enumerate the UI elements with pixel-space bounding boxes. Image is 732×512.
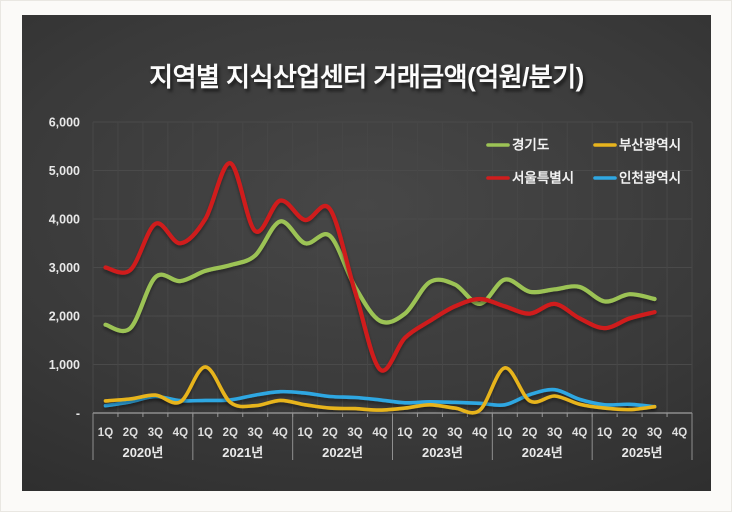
x-axis-year-label: 2023년 (422, 445, 463, 460)
series-line-seoul (103, 161, 657, 373)
y-axis-label: 5,000 (49, 164, 80, 178)
x-axis-year-label: 2021년 (222, 445, 263, 460)
x-axis-quarter-label: 4Q (173, 427, 188, 439)
x-axis-quarter-label: 1Q (597, 427, 612, 439)
y-axis-label: 2,000 (49, 310, 80, 324)
x-axis-quarter-label: 2Q (522, 427, 537, 439)
legend-label-seoul: 서울특별시 (512, 170, 574, 186)
chart-title: 지역별 지식산업센터 거래금액(억원/분기) (149, 62, 584, 92)
x-axis-quarter-label: 4Q (472, 427, 487, 439)
legend-label-gyeonggi: 경기도 (512, 137, 550, 153)
x-axis-quarter-label: 1Q (98, 427, 113, 439)
series-line-incheon (103, 387, 657, 409)
x-axis-year-label: 2020년 (122, 445, 163, 460)
x-axis-quarter-label: 4Q (572, 427, 587, 439)
x-axis-quarter-label: 1Q (397, 427, 412, 439)
x-axis-quarter-label: 1Q (198, 427, 213, 439)
x-axis-quarter-label: 2Q (322, 427, 337, 439)
x-axis-quarter-label: 4Q (372, 427, 387, 439)
x-axis-quarter-label: 4Q (672, 427, 687, 439)
x-axis-quarter-label: 2Q (622, 427, 637, 439)
y-axis-label: - (76, 407, 80, 421)
x-axis-quarter-label: 3Q (447, 427, 462, 439)
y-axis-label: 1,000 (49, 358, 80, 372)
legend-label-busan: 부산광역시 (619, 137, 681, 153)
y-axis-label: 4,000 (49, 213, 80, 227)
x-axis-quarter-label: 1Q (297, 427, 312, 439)
x-axis-quarter-label: 2Q (123, 427, 138, 439)
x-axis-year-label: 2025년 (622, 445, 663, 460)
line-chart: - 1,000 2,000 3,000 4,000 5,000 6,000 1Q 2Q 3Q 4Q 1… (49, 116, 693, 460)
legend-label-incheon: 인천광역시 (619, 170, 681, 186)
x-axis-year-label: 2022년 (322, 445, 363, 460)
x-axis-quarter-label: 3Q (347, 427, 362, 439)
x-axis-quarter-label: 4Q (273, 427, 288, 439)
x-axis-quarter-label: 2Q (223, 427, 238, 439)
series-line-busan (103, 365, 657, 415)
series-line-gyeonggi (103, 219, 657, 334)
x-axis-year-label: 2024년 (522, 445, 563, 460)
x-axis-quarter-label: 3Q (248, 427, 263, 439)
chart-card: 지역별 지식산업센터 거래금액(억원/분기) - 1,000 2,000 3,000 4… (22, 15, 711, 491)
y-axis-label: 6,000 (49, 116, 80, 130)
x-axis-quarter-label: 3Q (547, 427, 562, 439)
x-axis-quarter-label: 1Q (497, 427, 512, 439)
x-axis-quarter-label: 3Q (148, 427, 163, 439)
x-axis-quarter-label: 2Q (422, 427, 437, 439)
x-axis-quarter-label: 3Q (647, 427, 662, 439)
y-axis-label: 3,000 (49, 261, 80, 275)
